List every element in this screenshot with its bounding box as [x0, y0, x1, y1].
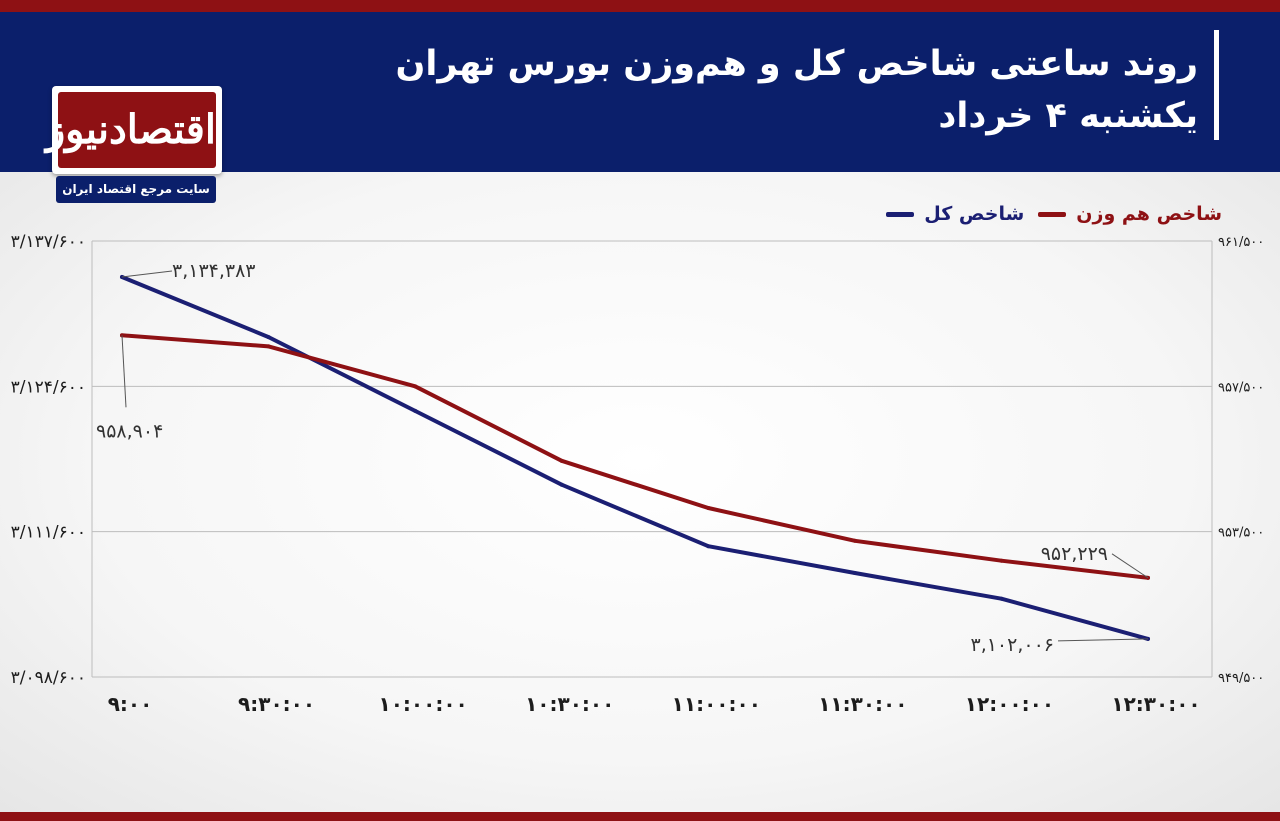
- y-right-tick-label: ۹۵۷/۵۰۰: [1218, 380, 1264, 395]
- y-left-tick-label: ۳/۱۲۴/۶۰۰: [11, 377, 86, 397]
- data-point: [559, 482, 564, 487]
- title-line-1: روند ساعتی شاخص کل و هم‌وزن بورس تهران: [395, 44, 1198, 84]
- title-accent-bar: [1214, 30, 1219, 140]
- x-tick-label: ۱۱:۳۰:۰۰: [818, 692, 907, 716]
- title-line-2: یکشنبه ۴ خرداد: [938, 96, 1198, 136]
- y-right-tick-label: ۹۵۳/۵۰۰: [1218, 526, 1264, 541]
- x-tick-label: ۹:۰۰: [108, 692, 153, 716]
- y-left-tick-label: ۳/۰۹۸/۶۰۰: [11, 668, 86, 688]
- top-stripe: [0, 0, 1280, 12]
- data-point: [852, 571, 857, 576]
- annotation-label: ۳,۱۰۲,۰۰۶: [970, 634, 1054, 656]
- x-tick-label: ۱۱:۰۰:۰۰: [672, 692, 761, 716]
- y-right-tick-label: ۹۴۹/۵۰۰: [1218, 671, 1264, 686]
- legend-swatch-equal-weight-index: [1038, 211, 1067, 217]
- annotation-label: ۹۵۲,۲۲۹: [1041, 543, 1108, 565]
- legend-label-equal-weight-index: شاخص هم وزن: [1076, 203, 1222, 225]
- chart-title: روند ساعتی شاخص کل و هم‌وزن بورس تهران ی…: [298, 38, 1198, 142]
- data-point: [706, 506, 711, 511]
- data-point: [559, 458, 564, 463]
- x-tick-label: ۱۰:۰۰:۰۰: [379, 692, 468, 716]
- y-left-tick-label: ۳/۱۱۱/۶۰۰: [11, 523, 86, 543]
- legend-item-equal-weight-index: شاخص هم وزن: [1038, 203, 1222, 225]
- annotation-leader: [1057, 638, 1149, 642]
- legend-swatch-main-index: [886, 211, 915, 217]
- data-point: [413, 408, 418, 413]
- logo-tagline: سایت مرجع اقتصاد ایران: [56, 176, 216, 203]
- data-point: [413, 384, 418, 389]
- bottom-stripe: [0, 812, 1280, 821]
- annotation-leader: [121, 335, 127, 408]
- x-tick-label: ۱۲:۳۰:۰۰: [1111, 692, 1200, 716]
- x-tick-label: ۱۰:۳۰:۰۰: [525, 692, 614, 716]
- plot-background: [0, 172, 1280, 812]
- y-right-tick-label: ۹۶۱/۵۰۰: [1218, 235, 1264, 250]
- annotation-leader: [121, 270, 173, 278]
- x-tick-label: ۹:۳۰:۰۰: [238, 692, 315, 716]
- logo-text: اقتصادنیوز: [46, 92, 216, 168]
- data-point: [852, 538, 857, 543]
- legend: شاخص کل شاخص هم وزن: [886, 200, 1222, 228]
- logo: اقتصادنیوز: [46, 86, 222, 174]
- series-line-0: [120, 275, 1150, 641]
- annotation-label: ۹۵۸,۹۰۴: [96, 420, 163, 442]
- data-point: [266, 335, 271, 340]
- series-line-1: [120, 333, 1150, 580]
- legend-item-main-index: شاخص کل: [886, 203, 1024, 225]
- data-point: [706, 544, 711, 549]
- annotation-label: ۳,۱۳۴,۳۸۳: [172, 260, 256, 282]
- y-left-tick-label: ۳/۱۳۷/۶۰۰: [11, 232, 86, 252]
- annotation-leader: [1111, 553, 1149, 579]
- legend-label-main-index: شاخص کل: [924, 203, 1025, 225]
- x-tick-label: ۱۲:۰۰:۰۰: [965, 692, 1054, 716]
- data-point: [999, 596, 1004, 601]
- data-point: [266, 344, 271, 349]
- data-point: [999, 558, 1004, 563]
